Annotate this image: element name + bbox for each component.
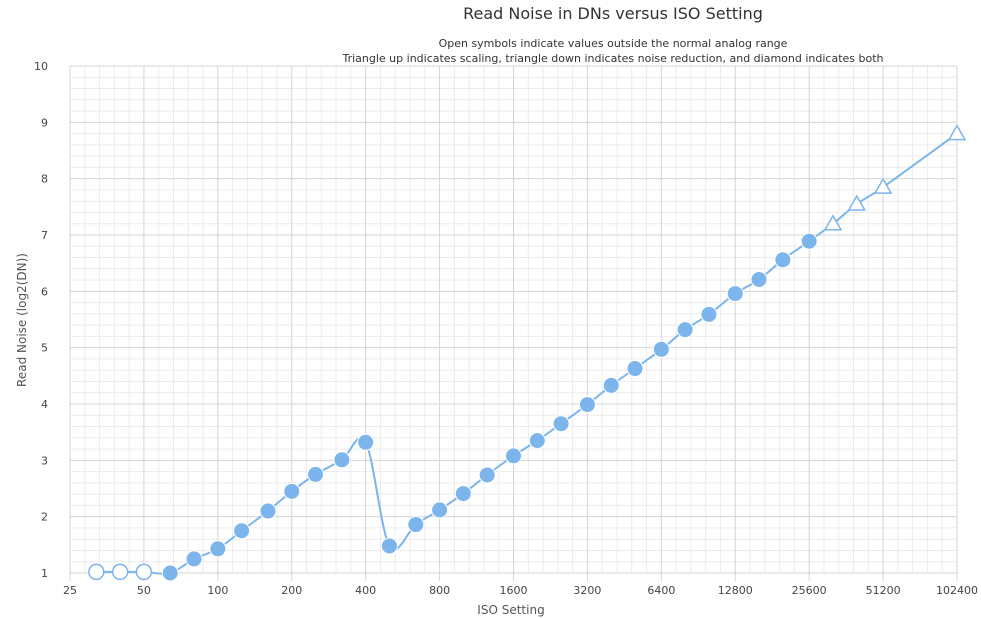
x-tick-label: 50 [137, 584, 151, 597]
data-point-marker[interactable] [626, 360, 644, 378]
x-tick-label: 100 [207, 584, 228, 597]
x-axis-label: ISO Setting [477, 603, 544, 617]
data-point-marker[interactable] [800, 232, 818, 250]
x-tick-label: 200 [281, 584, 302, 597]
data-point-marker-triangle[interactable] [947, 124, 967, 141]
data-point-marker[interactable] [750, 271, 768, 289]
chart-subtitle-line-2: Triangle up indicates scaling, triangle … [341, 52, 883, 65]
y-tick-label: 5 [41, 342, 48, 355]
y-axis-label: Read Noise (log2(DN)) [15, 253, 29, 387]
y-tick-label: 4 [41, 398, 48, 411]
series-line [96, 132, 958, 575]
data-point-marker[interactable] [380, 537, 398, 555]
data-point-marker[interactable] [333, 451, 351, 469]
x-axis-ticks: 25 50 100 200 400 800 1600 3200 6400 12800 25600 51… [63, 573, 978, 597]
data-point-marker[interactable] [676, 321, 694, 339]
data-point-marker-open[interactable] [111, 563, 129, 581]
data-point-markers [88, 124, 967, 582]
y-tick-label: 6 [41, 285, 48, 298]
data-point-marker[interactable] [528, 432, 546, 450]
x-tick-label: 51200 [866, 584, 901, 597]
y-tick-label: 3 [41, 454, 48, 467]
data-point-marker[interactable] [209, 540, 227, 558]
data-point-marker[interactable] [726, 285, 744, 303]
data-point-marker[interactable] [407, 516, 425, 534]
data-point-marker[interactable] [578, 396, 596, 414]
x-tick-label: 1600 [500, 584, 528, 597]
data-point-marker-triangle[interactable] [847, 194, 867, 211]
data-point-marker[interactable] [505, 447, 522, 465]
data-point-marker[interactable] [478, 466, 496, 484]
chart-subtitle-line-1: Open symbols indicate values outside the… [439, 37, 788, 50]
y-tick-label: 1 [41, 567, 48, 580]
x-tick-label: 102400 [936, 584, 978, 597]
x-tick-label: 400 [355, 584, 376, 597]
data-point-marker[interactable] [602, 376, 620, 394]
series-line-group [96, 132, 958, 575]
x-tick-label: 6400 [647, 584, 675, 597]
y-tick-label: 2 [41, 511, 48, 524]
x-tick-label: 25 [63, 584, 77, 597]
y-tick-label: 9 [41, 116, 48, 129]
y-tick-label: 10 [34, 60, 48, 73]
data-point-marker[interactable] [307, 465, 325, 483]
data-point-marker[interactable] [161, 564, 179, 582]
data-point-marker[interactable] [233, 522, 251, 540]
y-tick-label: 7 [41, 229, 48, 242]
data-point-marker[interactable] [259, 502, 277, 520]
data-point-marker[interactable] [431, 501, 449, 519]
data-point-marker[interactable] [357, 433, 375, 451]
data-point-marker-triangle[interactable] [823, 214, 843, 231]
data-point-marker-open[interactable] [135, 563, 153, 581]
data-point-marker[interactable] [454, 485, 472, 503]
y-tick-label: 8 [41, 173, 48, 186]
data-point-marker[interactable] [552, 415, 570, 433]
data-point-marker[interactable] [700, 305, 718, 323]
x-tick-label: 12800 [718, 584, 753, 597]
x-tick-label: 25600 [792, 584, 827, 597]
chart-title: Read Noise in DNs versus ISO Setting [463, 4, 763, 23]
data-point-marker[interactable] [283, 482, 301, 500]
data-point-marker-open[interactable] [88, 563, 105, 581]
data-point-marker[interactable] [774, 251, 792, 269]
x-tick-label: 800 [429, 584, 450, 597]
data-point-marker[interactable] [185, 550, 203, 568]
y-axis-ticks: 1 2 3 4 5 6 7 8 9 10 [34, 60, 48, 580]
data-point-marker-triangle[interactable] [873, 177, 893, 194]
x-tick-label: 3200 [573, 584, 601, 597]
data-point-marker[interactable] [652, 340, 670, 358]
